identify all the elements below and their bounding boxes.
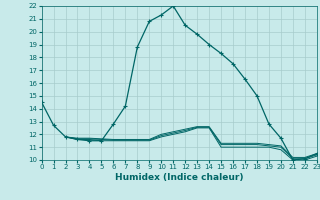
X-axis label: Humidex (Indice chaleur): Humidex (Indice chaleur) — [115, 173, 244, 182]
